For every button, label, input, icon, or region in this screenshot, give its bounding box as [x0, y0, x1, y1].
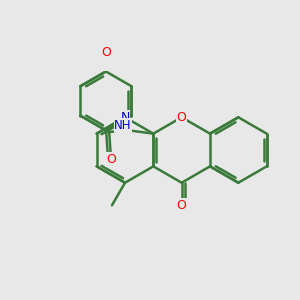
Text: N: N: [120, 111, 130, 124]
Text: NH: NH: [114, 119, 132, 132]
Text: O: O: [106, 153, 116, 166]
Text: O: O: [177, 199, 187, 212]
Text: O: O: [101, 46, 111, 59]
Text: O: O: [177, 111, 187, 124]
